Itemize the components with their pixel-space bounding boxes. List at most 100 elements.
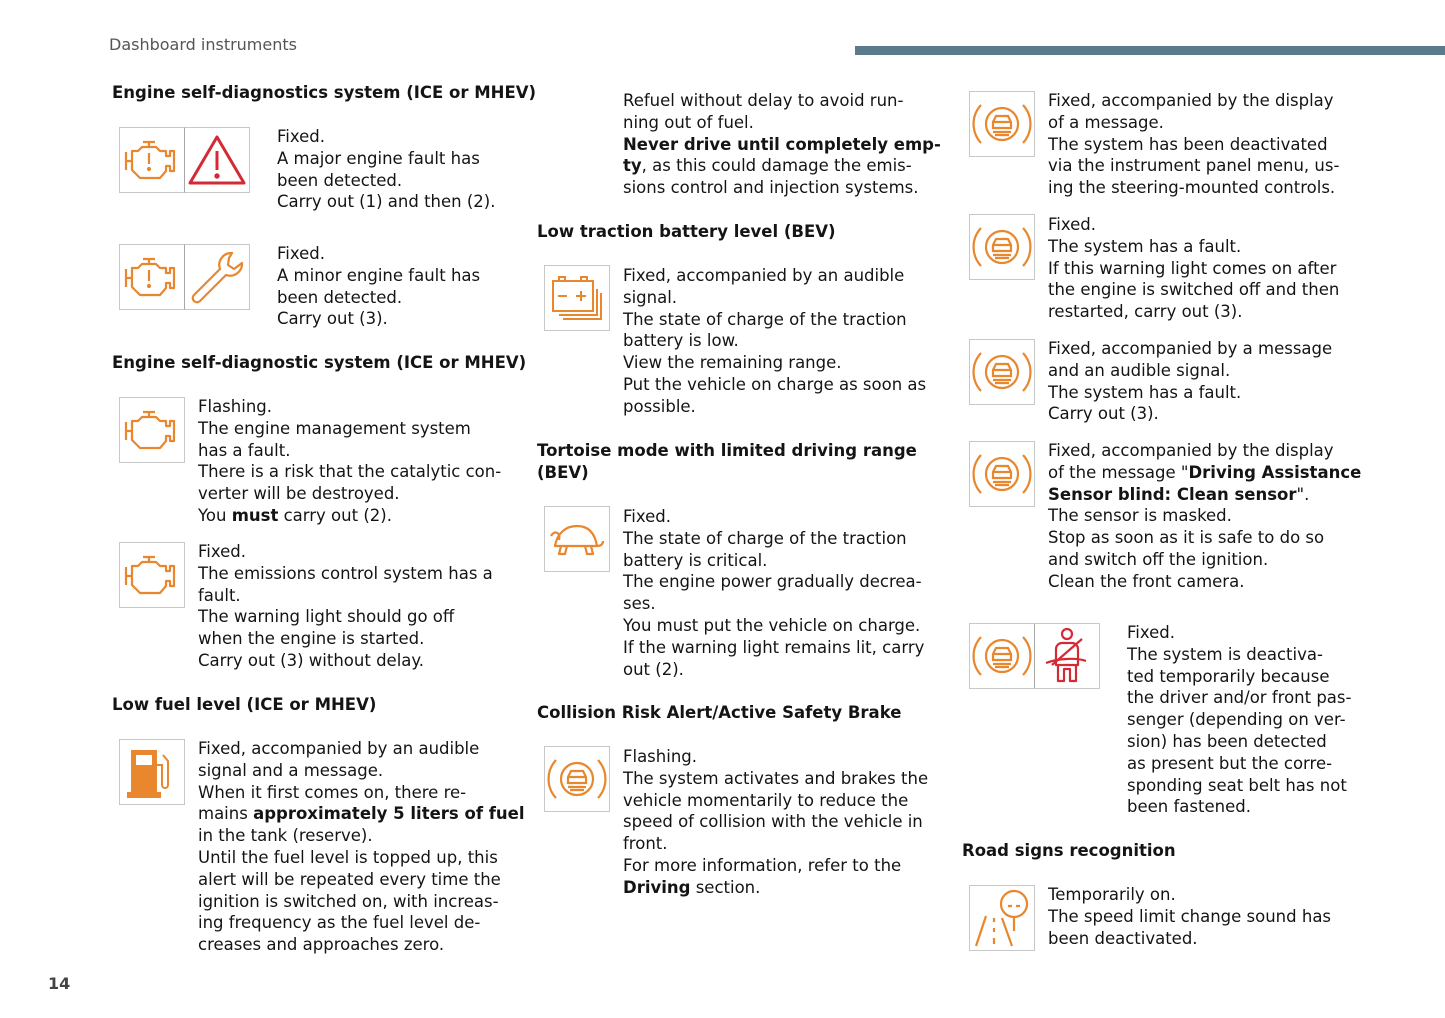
- tortoise-icon: [544, 506, 610, 572]
- description-line: The warning light should go off: [198, 607, 455, 627]
- description-line: been fastened.: [1127, 797, 1251, 817]
- text: of the message ": [1048, 462, 1189, 482]
- description-line: If this warning light comes on after: [1048, 258, 1337, 278]
- warning-light-icons: [119, 542, 185, 608]
- description-line: Driving section.: [623, 877, 928, 899]
- description-line: signal.: [623, 287, 678, 307]
- description-line: Sensor blind: Clean sensor".: [1048, 484, 1361, 506]
- description-line: There is a risk that the catalytic con-: [198, 462, 502, 482]
- bold-text: approximately 5 liters of fuel: [253, 804, 525, 824]
- warning-light-icons: [969, 441, 1035, 507]
- description-line: Put the vehicle on charge as soon as: [623, 374, 927, 394]
- description-line: sion) has been detected: [1127, 731, 1327, 751]
- heading-line: Road signs recognition: [962, 841, 1176, 860]
- description-line: Fixed.: [1048, 215, 1097, 234]
- description-line: via the instrument panel menu, us-: [1048, 156, 1340, 176]
- warning-description: Fixed, accompanied by the display of the …: [1048, 440, 1361, 593]
- heading-line: Low fuel level (ICE or MHEV): [112, 695, 377, 714]
- description-line: the engine is switched off and then: [1048, 280, 1340, 300]
- road-sign-recognition-icon: [969, 885, 1035, 951]
- warning-description: Fixed. The state of charge of the tractio…: [623, 506, 924, 680]
- heading-line: Low traction battery level (BEV): [537, 222, 836, 241]
- collision-alert-icon: [969, 623, 1035, 689]
- warning-light-icons: [544, 506, 610, 572]
- heading-line: Collision Risk Alert/Active Safety Brake: [537, 703, 902, 722]
- description-line: in the tank (reserve).: [198, 826, 373, 846]
- engine-icon: [119, 397, 185, 463]
- seatbelt-icon: [1034, 623, 1100, 689]
- description-line: The system has a fault.: [1048, 236, 1242, 256]
- description-line: of a message.: [1048, 112, 1164, 132]
- engine-icon: [119, 542, 185, 608]
- collision-alert-icon: [544, 746, 610, 812]
- description-line: Carry out (3).: [277, 309, 388, 329]
- description-line: sponding seat belt has not: [1127, 775, 1347, 795]
- warning-description: Fixed. The system has a fault. If this war…: [1048, 214, 1339, 323]
- warning-light-icons: [119, 739, 185, 805]
- description-line: has a fault.: [198, 440, 291, 460]
- description-line: when the engine is started.: [198, 629, 425, 649]
- section-heading: Tortoise mode with limited driving range…: [537, 440, 917, 484]
- warning-light-icons: [544, 265, 610, 331]
- description-line: battery is critical.: [623, 550, 768, 570]
- collision-alert-icon: [969, 214, 1035, 280]
- description-line: ses.: [623, 594, 656, 614]
- description-line: You must carry out (2).: [198, 505, 501, 527]
- description-line: Fixed.: [277, 127, 326, 146]
- bold-text: Driving: [623, 877, 691, 897]
- warning-description: Fixed, accompanied by the display of a me…: [1048, 90, 1339, 199]
- description-line: and an audible signal.: [1048, 360, 1231, 380]
- description-line: senger (depending on ver-: [1127, 710, 1346, 730]
- description-line: vehicle momentarily to reduce the: [623, 790, 909, 810]
- description-line: The engine power gradually decrea-: [623, 572, 922, 592]
- text: carry out (2).: [278, 505, 392, 525]
- description-line: ty, as this could damage the emis-: [623, 155, 941, 177]
- description-line: as present but the corre-: [1127, 753, 1333, 773]
- heading-line: Engine self-diagnostics system (ICE or M…: [112, 83, 537, 102]
- section-heading: Collision Risk Alert/Active Safety Brake: [537, 702, 901, 724]
- description-line: The state of charge of the traction: [623, 309, 907, 329]
- description-line: Fixed, accompanied by an audible: [623, 266, 905, 285]
- description-line: verter will be destroyed.: [198, 484, 400, 504]
- description-line: Carry out (3).: [1048, 404, 1159, 424]
- text: mains: [198, 804, 254, 824]
- description-line: battery is low.: [623, 331, 739, 351]
- bold-text: Driving Assistance: [1188, 462, 1362, 482]
- bold-text: Sensor blind: Clean sensor: [1048, 484, 1297, 504]
- description-line: Fixed, accompanied by a message: [1048, 339, 1333, 358]
- description-line: front.: [623, 834, 668, 854]
- warning-light-icons: [119, 244, 250, 310]
- description-line: View the remaining range.: [623, 353, 842, 373]
- description-line: A major engine fault has: [277, 148, 480, 168]
- heading-line: (BEV): [537, 463, 589, 482]
- warning-description: Fixed. A major engine fault has been detec…: [277, 126, 496, 213]
- warning-description: Fixed, accompanied by a message and an au…: [1048, 338, 1332, 425]
- warning-description: Fixed. A minor engine fault has been detec…: [277, 243, 480, 330]
- description-line: Fixed, accompanied by the display: [1048, 91, 1334, 110]
- collision-alert-icon: [969, 441, 1035, 507]
- description-line: Fixed.: [277, 244, 326, 263]
- warning-description: Fixed, accompanied by an audible signal. T…: [623, 265, 926, 418]
- warning-light-icons: [119, 127, 250, 193]
- collision-alert-icon: [969, 91, 1035, 157]
- description-line: Carry out (1) and then (2).: [277, 192, 496, 212]
- description-line: If the warning light remains lit, carry: [623, 637, 925, 657]
- engine-fault-icon: [119, 244, 185, 310]
- section-heading: Low traction battery level (BEV): [537, 221, 836, 243]
- description-line: Flashing.: [623, 747, 698, 766]
- description-line: You must put the vehicle on charge.: [623, 615, 921, 635]
- description-line: ted temporarily because: [1127, 666, 1330, 686]
- description-line: ing frequency as the fuel level de-: [198, 913, 481, 933]
- description-line: and switch off the ignition.: [1048, 549, 1269, 569]
- description-line: Stop as soon as it is safe to do so: [1048, 528, 1325, 548]
- bold-text: Never drive until completely emp-: [623, 134, 941, 154]
- description-line: Never drive until completely emp-: [623, 134, 941, 156]
- warning-light-icons: [969, 214, 1035, 280]
- warning-triangle-icon: [184, 127, 250, 193]
- description-line: ignition is switched on, with increas-: [198, 891, 499, 911]
- description-line: the driver and/or front pas-: [1127, 688, 1352, 708]
- description-line: alert will be repeated every time the: [198, 869, 501, 889]
- description-line: ning out of fuel.: [623, 112, 754, 132]
- warning-light-icons: [119, 397, 185, 463]
- description-line: The state of charge of the traction: [623, 528, 907, 548]
